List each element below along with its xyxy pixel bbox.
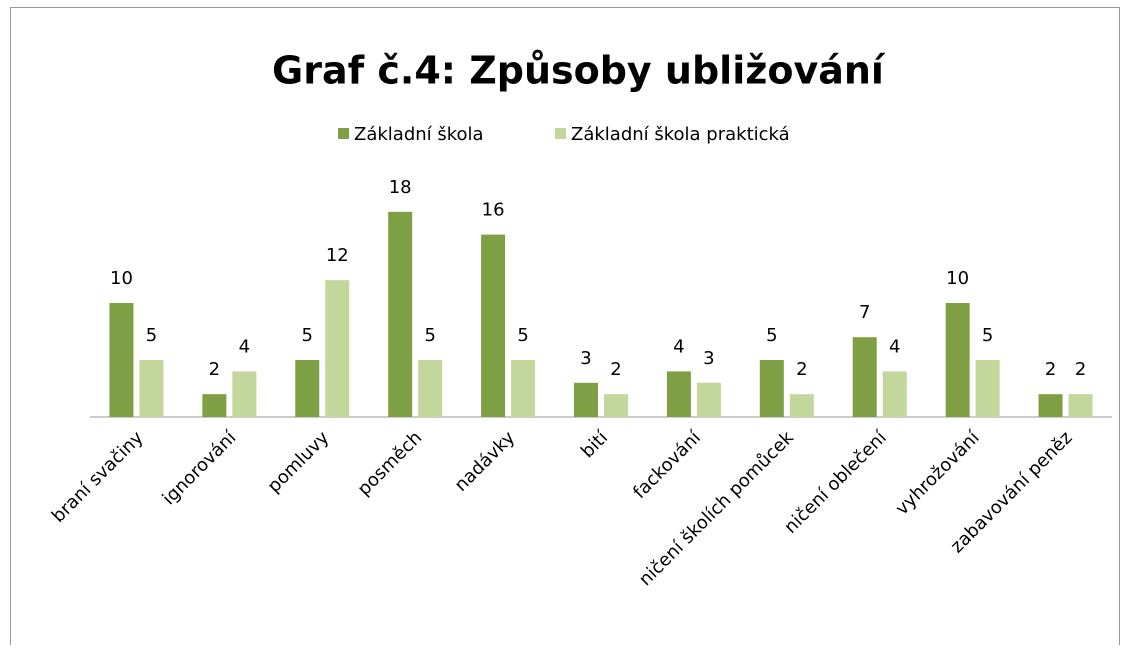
data-label: 3 — [703, 348, 714, 369]
data-label: 7 — [859, 302, 870, 323]
data-label: 2 — [610, 359, 621, 380]
chart-frame — [10, 7, 1120, 649]
bar — [696, 382, 721, 417]
legend-swatch — [555, 128, 566, 139]
data-label: 4 — [239, 336, 250, 357]
bar — [975, 360, 1000, 417]
bar — [202, 394, 227, 417]
data-label: 4 — [673, 336, 684, 357]
bar — [666, 371, 691, 417]
bar — [852, 337, 877, 417]
data-label: 18 — [389, 177, 412, 198]
bar — [109, 303, 134, 417]
bar — [1038, 394, 1063, 417]
legend-label: Základní škola — [354, 124, 484, 145]
data-label: 2 — [796, 359, 807, 380]
bar — [1068, 394, 1093, 417]
data-label: 2 — [1075, 359, 1086, 380]
data-label: 5 — [302, 325, 313, 346]
bar — [759, 360, 784, 417]
bar — [511, 360, 536, 417]
data-label: 10 — [110, 268, 133, 289]
data-label: 10 — [946, 268, 969, 289]
bar — [325, 280, 350, 417]
chart-title: Graf č.4: Způsoby ubližování — [272, 49, 886, 93]
data-label: 3 — [580, 348, 591, 369]
data-label: 2 — [1045, 359, 1056, 380]
bar — [481, 234, 506, 417]
bar — [139, 360, 164, 417]
bar — [789, 394, 814, 417]
legend-swatch — [338, 128, 349, 139]
data-label: 2 — [209, 359, 220, 380]
bar — [232, 371, 257, 417]
data-label: 16 — [482, 200, 505, 221]
data-label: 12 — [326, 245, 349, 266]
bar — [388, 211, 413, 417]
data-label: 5 — [982, 325, 993, 346]
bar — [418, 360, 443, 417]
data-label: 4 — [889, 336, 900, 357]
data-label: 5 — [517, 325, 528, 346]
data-label: 5 — [424, 325, 435, 346]
data-label: 5 — [766, 325, 777, 346]
bar — [604, 394, 628, 417]
bar — [882, 371, 907, 417]
legend-label: Základní škola praktická — [571, 124, 790, 145]
bar — [295, 360, 320, 417]
bar — [945, 303, 970, 417]
bar — [574, 382, 598, 417]
data-label: 5 — [146, 325, 157, 346]
